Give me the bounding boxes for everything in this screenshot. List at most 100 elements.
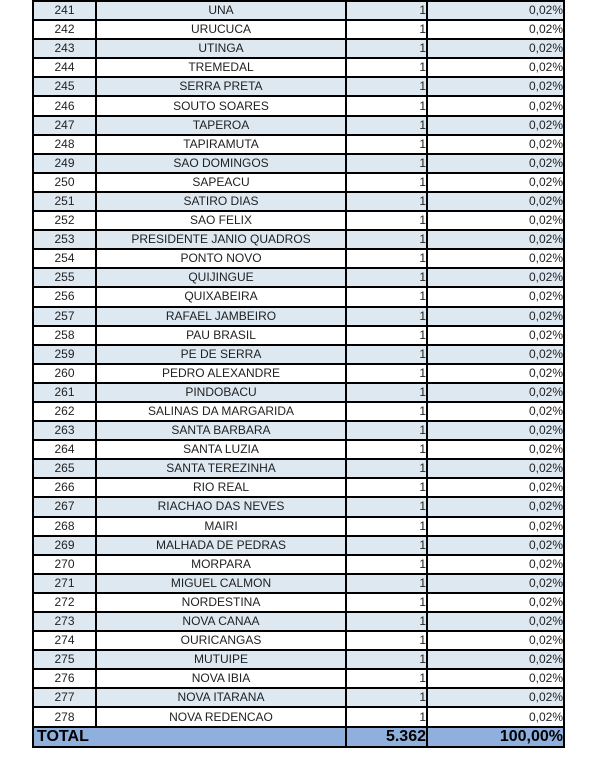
municipality-cell: SANTA LUZIA bbox=[95, 439, 347, 461]
municipality-cell: QUIJINGUE bbox=[95, 267, 347, 289]
total-percent-cell: 100,00% bbox=[426, 725, 565, 748]
table-row: 274 OURICANGAS 1 0,02% bbox=[32, 630, 565, 652]
percent-cell: 0,02% bbox=[426, 38, 565, 60]
count-cell: 1 bbox=[345, 630, 428, 652]
count-cell: 1 bbox=[345, 534, 428, 556]
count-cell: 1 bbox=[345, 610, 428, 633]
rank-cell: 243 bbox=[32, 38, 97, 60]
rank-cell: 267 bbox=[32, 496, 97, 518]
municipality-cell: PINDOBACU bbox=[95, 381, 347, 403]
count-cell: 1 bbox=[345, 324, 428, 346]
rank-cell: 244 bbox=[32, 57, 97, 79]
table-row: 241 UNA 1 0,02% bbox=[32, 0, 565, 22]
percent-cell: 0,02% bbox=[426, 400, 565, 423]
percent-cell: 0,02% bbox=[426, 229, 565, 251]
rank-cell: 262 bbox=[32, 400, 97, 423]
percent-cell: 0,02% bbox=[426, 668, 565, 690]
percent-cell: 0,02% bbox=[426, 477, 565, 499]
table-row: 270 MORPARA 1 0,02% bbox=[32, 553, 565, 575]
total-count-cell: 5.362 bbox=[345, 725, 428, 748]
municipality-cell: PE DE SERRA bbox=[95, 343, 347, 365]
table-row: 267 RIACHAO DAS NEVES 1 0,02% bbox=[32, 496, 565, 518]
table-row: 266 RIO REAL 1 0,02% bbox=[32, 477, 565, 499]
municipality-cell: PAU BRASIL bbox=[95, 324, 347, 346]
rank-cell: 251 bbox=[32, 190, 97, 213]
count-cell: 1 bbox=[345, 553, 428, 575]
count-cell: 1 bbox=[345, 267, 428, 289]
table-row: 247 TAPEROA 1 0,02% bbox=[32, 114, 565, 136]
percent-cell: 0,02% bbox=[426, 171, 565, 193]
percent-cell: 0,02% bbox=[426, 324, 565, 346]
municipality-cell: MAIRI bbox=[95, 515, 347, 537]
table-row: 278 NOVA REDENCAO 1 0,02% bbox=[32, 706, 565, 728]
table-row: 253 PRESIDENTE JANIO QUADROS 1 0,02% bbox=[32, 229, 565, 251]
count-cell: 1 bbox=[345, 687, 428, 709]
rank-cell: 269 bbox=[32, 534, 97, 556]
municipality-cell: RAFAEL JAMBEIRO bbox=[95, 305, 347, 327]
municipality-cell: MORPARA bbox=[95, 553, 347, 575]
rank-cell: 258 bbox=[32, 324, 97, 346]
municipality-cell: MUTUIPE bbox=[95, 649, 347, 671]
municipality-cell: NOVA ITARANA bbox=[95, 687, 347, 709]
table-row: 262 SALINAS DA MARGARIDA 1 0,02% bbox=[32, 400, 565, 423]
count-cell: 1 bbox=[345, 57, 428, 79]
municipality-cell: TAPIRAMUTA bbox=[95, 133, 347, 155]
table-row: 273 NOVA CANAA 1 0,02% bbox=[32, 610, 565, 633]
count-cell: 1 bbox=[345, 190, 428, 213]
percent-cell: 0,02% bbox=[426, 610, 565, 633]
rank-cell: 254 bbox=[32, 248, 97, 270]
rank-cell: 259 bbox=[32, 343, 97, 365]
table-row: 260 PEDRO ALEXANDRE 1 0,02% bbox=[32, 362, 565, 384]
percent-cell: 0,02% bbox=[426, 286, 565, 308]
percent-cell: 0,02% bbox=[426, 190, 565, 213]
municipality-cell: SAPEACU bbox=[95, 171, 347, 193]
table-row: 272 NORDESTINA 1 0,02% bbox=[32, 591, 565, 614]
municipality-cell: NORDESTINA bbox=[95, 591, 347, 614]
count-cell: 1 bbox=[345, 210, 428, 232]
municipality-cell: UNA bbox=[95, 0, 347, 22]
total-row: TOTAL 5.362 100,00% bbox=[32, 725, 565, 748]
rank-cell: 241 bbox=[32, 0, 97, 22]
percent-cell: 0,02% bbox=[426, 133, 565, 155]
rank-cell: 249 bbox=[32, 152, 97, 174]
table-row: 269 MALHADA DE PEDRAS 1 0,02% bbox=[32, 534, 565, 556]
count-cell: 1 bbox=[345, 496, 428, 518]
municipality-cell: PEDRO ALEXANDRE bbox=[95, 362, 347, 384]
rank-cell: 273 bbox=[32, 610, 97, 633]
rank-cell: 261 bbox=[32, 381, 97, 403]
count-cell: 1 bbox=[345, 38, 428, 60]
count-cell: 1 bbox=[345, 19, 428, 41]
count-cell: 1 bbox=[345, 362, 428, 384]
table-row: 258 PAU BRASIL 1 0,02% bbox=[32, 324, 565, 346]
rank-cell: 268 bbox=[32, 515, 97, 537]
municipality-cell: OURICANGAS bbox=[95, 630, 347, 652]
percent-cell: 0,02% bbox=[426, 706, 565, 728]
count-cell: 1 bbox=[345, 706, 428, 728]
percent-cell: 0,02% bbox=[426, 210, 565, 232]
rank-cell: 248 bbox=[32, 133, 97, 155]
rank-cell: 257 bbox=[32, 305, 97, 327]
percent-cell: 0,02% bbox=[426, 76, 565, 98]
municipality-cell: SAO FELIX bbox=[95, 210, 347, 232]
count-cell: 1 bbox=[345, 668, 428, 690]
table-row: 256 QUIXABEIRA 1 0,02% bbox=[32, 286, 565, 308]
municipality-cell: SANTA BARBARA bbox=[95, 420, 347, 442]
percent-cell: 0,02% bbox=[426, 534, 565, 556]
rank-cell: 264 bbox=[32, 439, 97, 461]
percent-cell: 0,02% bbox=[426, 458, 565, 480]
percent-cell: 0,02% bbox=[426, 649, 565, 671]
percent-cell: 0,02% bbox=[426, 0, 565, 22]
rank-cell: 265 bbox=[32, 458, 97, 480]
percent-cell: 0,02% bbox=[426, 687, 565, 709]
percent-cell: 0,02% bbox=[426, 381, 565, 403]
municipality-cell: URUCUCA bbox=[95, 19, 347, 41]
rank-cell: 278 bbox=[32, 706, 97, 728]
municipality-distribution-table: 241 UNA 1 0,02% 242 URUCUCA 1 0,02% 243 UTINGA 1 0,… bbox=[32, 0, 565, 748]
table-row: 271 MIGUEL CALMON 1 0,02% bbox=[32, 572, 565, 594]
count-cell: 1 bbox=[345, 76, 428, 98]
count-cell: 1 bbox=[345, 229, 428, 251]
rank-cell: 260 bbox=[32, 362, 97, 384]
municipality-cell: UTINGA bbox=[95, 38, 347, 60]
municipality-cell: SOUTO SOARES bbox=[95, 95, 347, 117]
municipality-cell: SALINAS DA MARGARIDA bbox=[95, 400, 347, 423]
